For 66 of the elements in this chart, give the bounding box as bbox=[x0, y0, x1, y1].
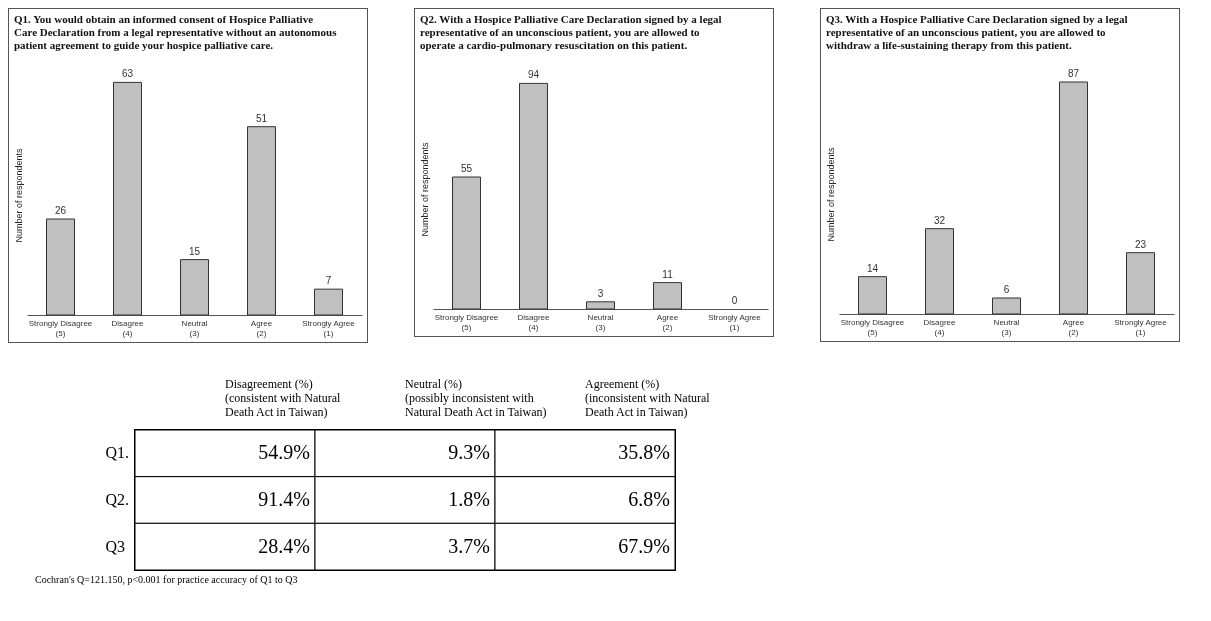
data-label: 3 bbox=[597, 287, 604, 299]
bar bbox=[180, 259, 209, 316]
x-tick-label: Agreement (%) (inconsistent with Natural Death Act in Taiwan) bbox=[585, 376, 711, 419]
bar bbox=[247, 126, 276, 316]
bar bbox=[519, 82, 548, 310]
y-axis-title: Number of respondents bbox=[419, 141, 430, 237]
x-tick-label: Strongly Disagree (5) bbox=[28, 318, 93, 338]
y-tick-label: Q3 bbox=[105, 537, 126, 555]
data-label: 67.9% bbox=[618, 534, 670, 557]
chart-title: Q3. With a Hospice Palliative Care Declaration signed by a legal representative of an unconscious patient, you are allowed to withdraw a life-sustaining therapy from this patient. bbox=[826, 13, 1128, 51]
bar bbox=[586, 301, 615, 310]
y-axis-title: Number of respondents bbox=[13, 147, 24, 243]
bar bbox=[113, 81, 142, 316]
data-label: 94 bbox=[527, 69, 540, 81]
data-label: 32 bbox=[933, 214, 946, 226]
bar bbox=[1126, 252, 1155, 315]
data-label: 6.8% bbox=[628, 488, 670, 510]
data-label: 26 bbox=[54, 205, 67, 216]
data-label: 3.7% bbox=[448, 534, 490, 557]
bar bbox=[46, 218, 75, 316]
bar bbox=[314, 288, 343, 316]
data-label: 51 bbox=[255, 112, 268, 124]
x-tick-label: Strongly Agree (1) bbox=[1114, 317, 1168, 337]
chart-title: Q2. With a Hospice Palliative Care Declaration signed by a legal representative of an unconscious patient, you are allowed to operate a cardio-pulmonary resuscitation on this patient. bbox=[420, 13, 722, 51]
x-tick-label: Strongly Disagree (5) bbox=[434, 312, 499, 332]
data-label: 11 bbox=[662, 268, 674, 280]
data-label: 7 bbox=[325, 275, 332, 287]
data-label: 1.8% bbox=[448, 488, 490, 510]
bar bbox=[1059, 81, 1088, 315]
x-tick-label: Agree (2) bbox=[1062, 317, 1085, 337]
x-tick-label: Neutral (%) (possibly inconsistent with Natural Death Act in Taiwan) bbox=[405, 376, 547, 419]
data-label: 87 bbox=[1067, 68, 1080, 79]
data-label: 9.3% bbox=[448, 441, 490, 464]
x-tick-label: Agree (2) bbox=[656, 312, 679, 332]
x-tick-label: Strongly Disagree (5) bbox=[840, 317, 905, 337]
bar bbox=[452, 176, 481, 310]
x-tick-label: Disagreement (%) (consistent with Natural Death Act in Taiwan) bbox=[225, 376, 341, 419]
data-label: 23 bbox=[1134, 238, 1147, 250]
x-tick-label: Agree (2) bbox=[250, 318, 273, 338]
data-label: 54.9% bbox=[258, 441, 310, 464]
bar bbox=[653, 282, 682, 310]
x-tick-label: Neutral (3) bbox=[587, 312, 614, 332]
x-tick-label: Neutral (3) bbox=[181, 318, 208, 338]
data-label: 28.4% bbox=[258, 534, 310, 557]
data-label: 0 bbox=[731, 295, 738, 306]
data-label: 14 bbox=[866, 262, 879, 274]
y-axis-title: Number of respondents bbox=[825, 146, 836, 242]
x-tick-label: Disagree (4) bbox=[111, 318, 145, 338]
x-tick-label: Disagree (4) bbox=[517, 312, 551, 332]
x-tick-label: Strongly Agree (1) bbox=[708, 312, 762, 332]
data-label: 63 bbox=[121, 68, 134, 80]
data-label: 15 bbox=[188, 245, 201, 257]
data-label: 6 bbox=[1003, 284, 1010, 295]
x-tick-label: Strongly Agree (1) bbox=[302, 318, 356, 338]
y-tick-label: Q2. bbox=[105, 491, 130, 508]
data-label: 55 bbox=[460, 163, 473, 174]
chart-title: Q1. You would obtain an informed consent of Hospice Palliative Care Declaration from a legal representative without an autonomous patient agreement to guide your hospice palliative care. bbox=[14, 13, 338, 52]
x-tick-label: Disagree (4) bbox=[923, 317, 957, 337]
data-label: 91.4% bbox=[258, 488, 310, 510]
y-tick-label: Q1. bbox=[105, 444, 130, 462]
data-label: 35.8% bbox=[618, 441, 670, 464]
bar bbox=[925, 228, 954, 315]
bar bbox=[858, 276, 887, 315]
bar bbox=[992, 297, 1021, 315]
text: Cochran's Q=121.150, p<0.001 for practice accuracy of Q1 to Q3 bbox=[35, 573, 298, 585]
x-tick-label: Neutral (3) bbox=[993, 317, 1020, 337]
